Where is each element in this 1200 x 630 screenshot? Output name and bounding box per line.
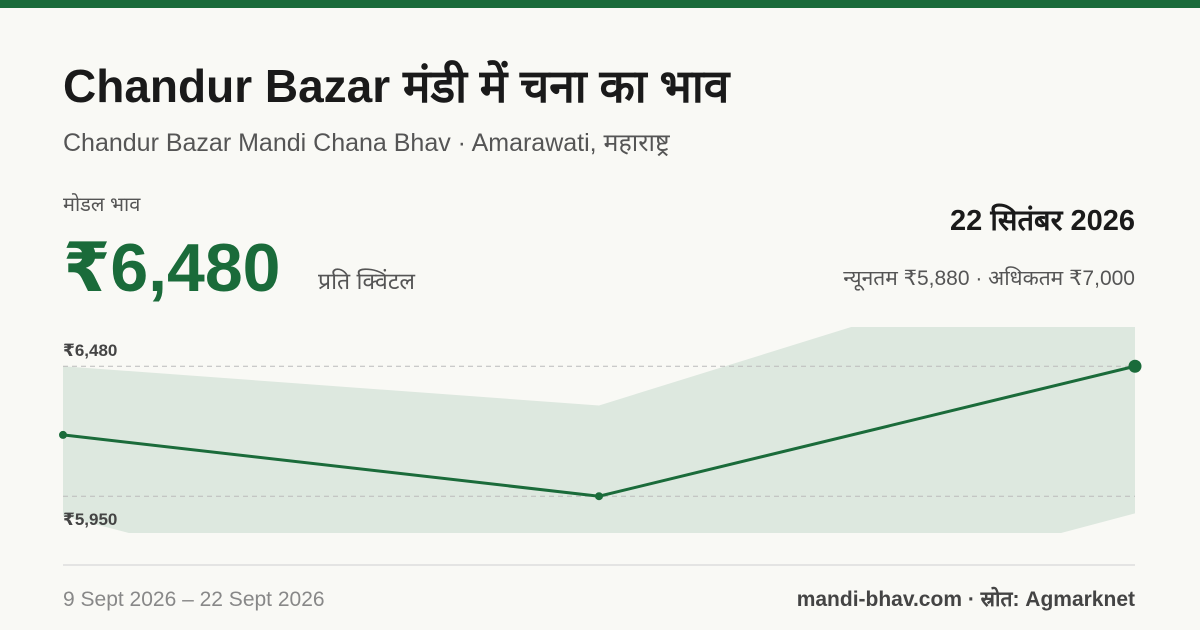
y-tick-label: ₹6,480: [63, 341, 117, 360]
source: mandi-bhav.com · स्रोत: Agmarknet: [797, 586, 1135, 611]
subtitle: Chandur Bazar Mandi Chana Bhav · Amarawa…: [63, 129, 670, 157]
price-label: मोडल भाव: [63, 193, 141, 216]
date-range: 9 Sept 2026 – 22 Sept 2026: [63, 588, 325, 611]
y-tick-label: ₹5,950: [63, 510, 117, 529]
unit: प्रति क्विंटल: [318, 268, 415, 294]
min-max: न्यूनतम ₹5,880 · अधिकतम ₹7,000: [843, 266, 1135, 291]
price-point: [1128, 359, 1142, 373]
date: 22 सितंबर 2026: [950, 203, 1135, 237]
price-point: [59, 430, 67, 439]
title: Chandur Bazar मंडी में चना का भाव: [63, 60, 731, 112]
top-bar: [0, 0, 1200, 8]
min-max-band: [63, 327, 1135, 533]
price: ₹6,480: [63, 230, 280, 306]
price-point: [595, 492, 603, 501]
